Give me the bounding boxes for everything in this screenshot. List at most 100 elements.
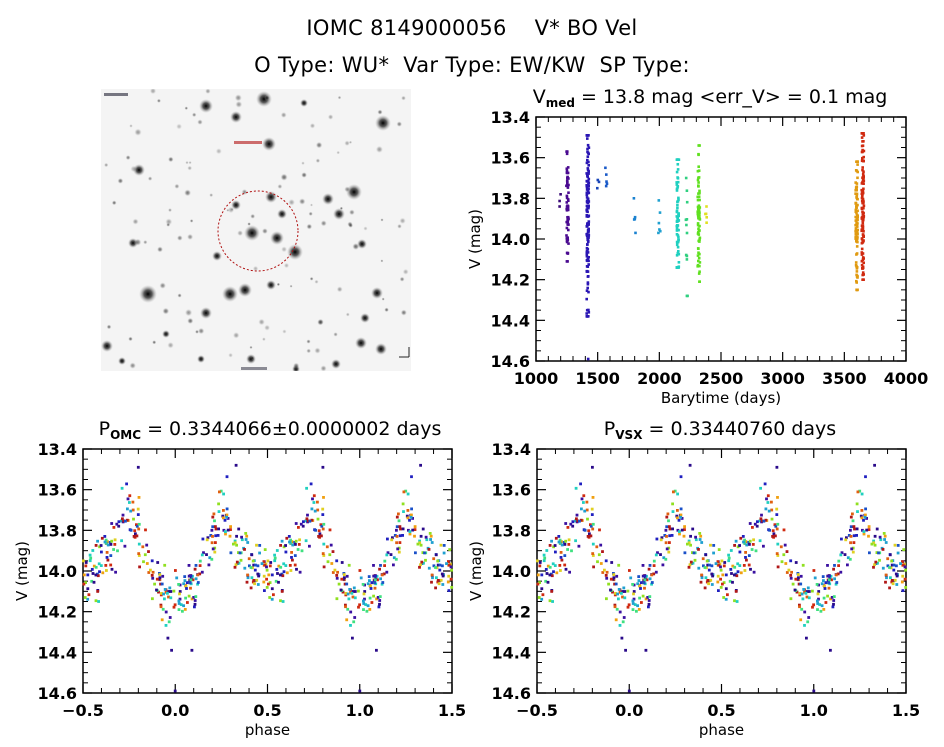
data-point <box>427 548 431 551</box>
data-point <box>316 508 320 512</box>
data-point <box>856 209 859 213</box>
faint-star <box>250 356 255 360</box>
data-point <box>816 592 820 596</box>
data-point <box>240 538 244 542</box>
data-point <box>109 543 113 546</box>
outlier-point <box>591 465 594 469</box>
data-point <box>116 549 119 553</box>
data-point <box>744 556 747 559</box>
data-point <box>650 581 654 584</box>
data-point <box>565 201 569 204</box>
data-point <box>761 519 764 523</box>
data-point <box>684 176 688 180</box>
data-point <box>185 581 189 584</box>
data-point <box>782 553 786 557</box>
faint-star <box>235 100 243 108</box>
data-point <box>856 160 859 163</box>
outlier-point <box>624 648 627 652</box>
data-point <box>88 559 92 563</box>
data-point <box>431 576 434 580</box>
data-point <box>543 556 547 560</box>
data-point <box>903 565 907 569</box>
data-point <box>776 565 780 569</box>
data-point <box>779 545 783 549</box>
data-point <box>566 186 570 189</box>
data-point <box>137 552 141 555</box>
y-tick-label: 14.0 <box>38 562 77 581</box>
data-point <box>168 616 172 619</box>
data-point <box>100 550 103 554</box>
data-point <box>213 519 216 523</box>
data-point <box>187 594 191 598</box>
data-point <box>721 573 725 577</box>
data-point <box>138 565 141 569</box>
data-point <box>843 553 847 556</box>
data-point <box>285 571 289 575</box>
data-point <box>275 549 279 552</box>
data-point <box>110 539 114 543</box>
x-tick-label: 1000 <box>514 369 559 388</box>
data-point <box>319 523 323 527</box>
data-point <box>751 526 754 529</box>
faint-star <box>129 124 133 128</box>
data-point <box>830 578 833 582</box>
data-point <box>767 509 771 513</box>
data-point <box>622 586 626 590</box>
faint-star <box>317 318 324 326</box>
data-point <box>676 180 680 184</box>
data-point <box>386 537 389 541</box>
data-point <box>343 576 346 580</box>
data-point <box>185 587 188 590</box>
data-point <box>344 603 347 607</box>
data-point <box>151 570 155 574</box>
data-point <box>854 192 857 195</box>
data-point <box>676 528 680 532</box>
data-point <box>187 574 191 578</box>
data-point <box>82 573 86 577</box>
data-point <box>835 581 839 584</box>
faint-star <box>384 307 389 313</box>
faint-star <box>380 218 384 222</box>
data-point <box>658 228 661 231</box>
outlier-point <box>190 648 194 652</box>
data-point <box>376 596 380 599</box>
data-point <box>178 592 181 596</box>
data-point <box>844 538 848 542</box>
data-point <box>568 570 571 574</box>
data-point <box>586 286 589 290</box>
data-point <box>540 597 544 601</box>
data-point <box>316 500 319 504</box>
data-point <box>587 231 590 234</box>
data-point <box>659 538 663 542</box>
data-point <box>752 570 756 574</box>
data-point <box>881 566 885 570</box>
data-point <box>222 516 225 520</box>
data-point <box>861 150 864 154</box>
data-point <box>147 550 150 553</box>
data-point <box>604 559 608 563</box>
data-point <box>855 205 858 208</box>
data-point <box>738 550 742 554</box>
data-point <box>647 599 651 602</box>
data-point <box>238 551 242 555</box>
data-point <box>861 528 864 532</box>
data-point <box>399 527 402 531</box>
data-point <box>317 529 321 533</box>
data-point <box>190 597 194 601</box>
data-point <box>151 576 155 580</box>
data-point <box>586 238 589 241</box>
data-point <box>375 597 378 601</box>
data-point <box>99 544 103 547</box>
data-point <box>617 597 620 601</box>
y-tick-label: 14.6 <box>491 352 530 371</box>
faint-star <box>189 219 194 223</box>
data-point <box>855 502 859 506</box>
data-point <box>724 587 728 591</box>
data-point <box>605 597 608 601</box>
data-point <box>346 592 350 596</box>
faint-star <box>339 206 343 210</box>
data-point <box>275 568 279 571</box>
data-point <box>615 607 619 611</box>
faint-star <box>377 109 383 115</box>
